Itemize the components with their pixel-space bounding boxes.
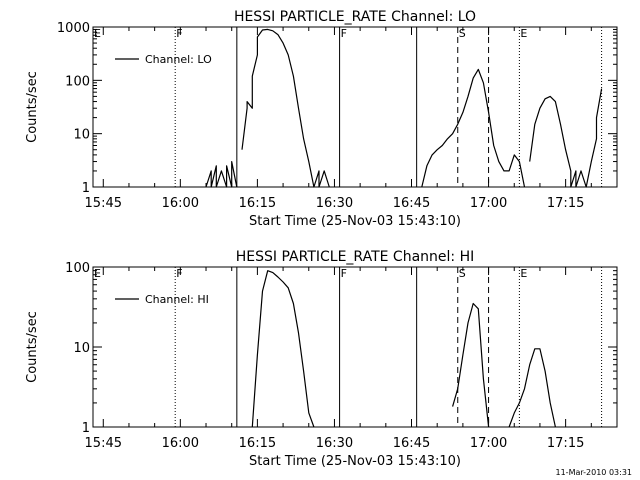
event-marker-label: E (94, 267, 101, 280)
x-tick-label: 16:45 (393, 196, 430, 211)
x-tick-label: 17:00 (470, 196, 507, 211)
x-tick-label: 16:15 (239, 436, 276, 451)
series-line (251, 270, 315, 428)
y-axis-label: Counts/sec (25, 71, 40, 143)
y-tick-label: 1 (82, 181, 90, 196)
y-tick-label: 100 (65, 74, 90, 89)
event-marker-label: F (176, 27, 182, 40)
x-tick-label: 16:00 (162, 436, 199, 451)
event-marker-label: E (520, 267, 527, 280)
series-line (241, 28, 330, 188)
x-axis-label: Start Time (25-Nov-03 15:43:10) (249, 214, 461, 229)
y-tick-label: 10 (73, 341, 90, 356)
plot-frame (92, 26, 618, 188)
x-tick-label: 16:00 (162, 196, 199, 211)
y-axis-label: Counts/sec (25, 311, 40, 383)
plot-frame (92, 266, 618, 428)
chart-title: HESSI PARTICLE_RATE Channel: HI (236, 249, 474, 265)
y-tick-label: 100 (65, 261, 90, 276)
event-marker-label: E (520, 27, 527, 40)
legend-label: Channel: LO (145, 53, 212, 66)
timestamp-footer: 11-Mar-2010 03:31 (555, 468, 633, 477)
chart-panel-2: HESSI PARTICLE_RATE Channel: HI Start Tim… (25, 249, 618, 469)
event-marker-label: F (341, 27, 347, 40)
y-tick-label: 1000 (57, 21, 90, 36)
x-tick-label: 17:15 (547, 436, 584, 451)
x-tick-label: 16:30 (316, 436, 353, 451)
event-marker-label: F (341, 267, 347, 280)
x-tick-label: 16:30 (316, 196, 353, 211)
chart-title: HESSI PARTICLE_RATE Channel: LO (234, 9, 476, 25)
x-tick-label: 15:45 (85, 196, 122, 211)
series-line (205, 161, 238, 188)
x-tick-label: 16:15 (239, 196, 276, 211)
x-tick-label: 17:00 (470, 436, 507, 451)
series-line (529, 88, 603, 188)
y-tick-label: 1 (82, 421, 90, 436)
series-line (421, 68, 526, 188)
legend-label: Channel: HI (145, 293, 209, 306)
series-line (452, 302, 490, 428)
event-marker-label: E (94, 27, 101, 40)
series-line (508, 348, 556, 428)
event-marker-label: F (176, 267, 182, 280)
x-tick-label: 17:15 (547, 196, 584, 211)
x-tick-label: 16:45 (393, 436, 430, 451)
x-axis-label: Start Time (25-Nov-03 15:43:10) (249, 454, 461, 469)
y-tick-label: 10 (73, 128, 90, 143)
x-tick-label: 15:45 (85, 436, 122, 451)
event-marker-label: S (459, 27, 466, 40)
chart-panel-1: HESSI PARTICLE_RATE Channel: LO Start Tim… (25, 9, 618, 229)
event-marker-label: S (459, 267, 466, 280)
